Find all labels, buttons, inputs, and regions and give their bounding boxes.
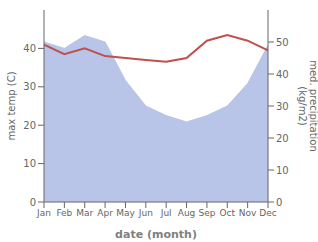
svg-text:30: 30	[23, 81, 36, 92]
svg-text:May: May	[116, 208, 135, 218]
svg-text:30: 30	[276, 101, 289, 112]
svg-text:Jul: Jul	[160, 208, 172, 218]
svg-text:Apr: Apr	[97, 208, 113, 218]
svg-text:10: 10	[276, 165, 289, 176]
svg-text:10: 10	[23, 158, 36, 169]
svg-text:max temp (C): max temp (C)	[6, 71, 17, 140]
svg-text:0: 0	[276, 197, 282, 208]
svg-text:20: 20	[23, 120, 36, 131]
svg-text:date (month): date (month)	[115, 228, 197, 241]
svg-text:Aug: Aug	[178, 208, 196, 218]
svg-text:50: 50	[276, 37, 289, 48]
svg-text:Jan: Jan	[36, 208, 51, 218]
svg-text:40: 40	[23, 43, 36, 54]
svg-text:Mar: Mar	[76, 208, 93, 218]
svg-text:Sep: Sep	[198, 208, 215, 218]
svg-text:Dec: Dec	[259, 208, 276, 218]
svg-text:0: 0	[30, 197, 36, 208]
svg-text:Feb: Feb	[56, 208, 72, 218]
svg-text:Jun: Jun	[138, 208, 153, 218]
svg-text:Nov: Nov	[239, 208, 257, 218]
svg-text:med. precipitation(kg/m2): med. precipitation(kg/m2)	[297, 60, 318, 152]
svg-text:40: 40	[276, 69, 289, 80]
svg-text:Oct: Oct	[219, 208, 235, 218]
svg-text:20: 20	[276, 133, 289, 144]
